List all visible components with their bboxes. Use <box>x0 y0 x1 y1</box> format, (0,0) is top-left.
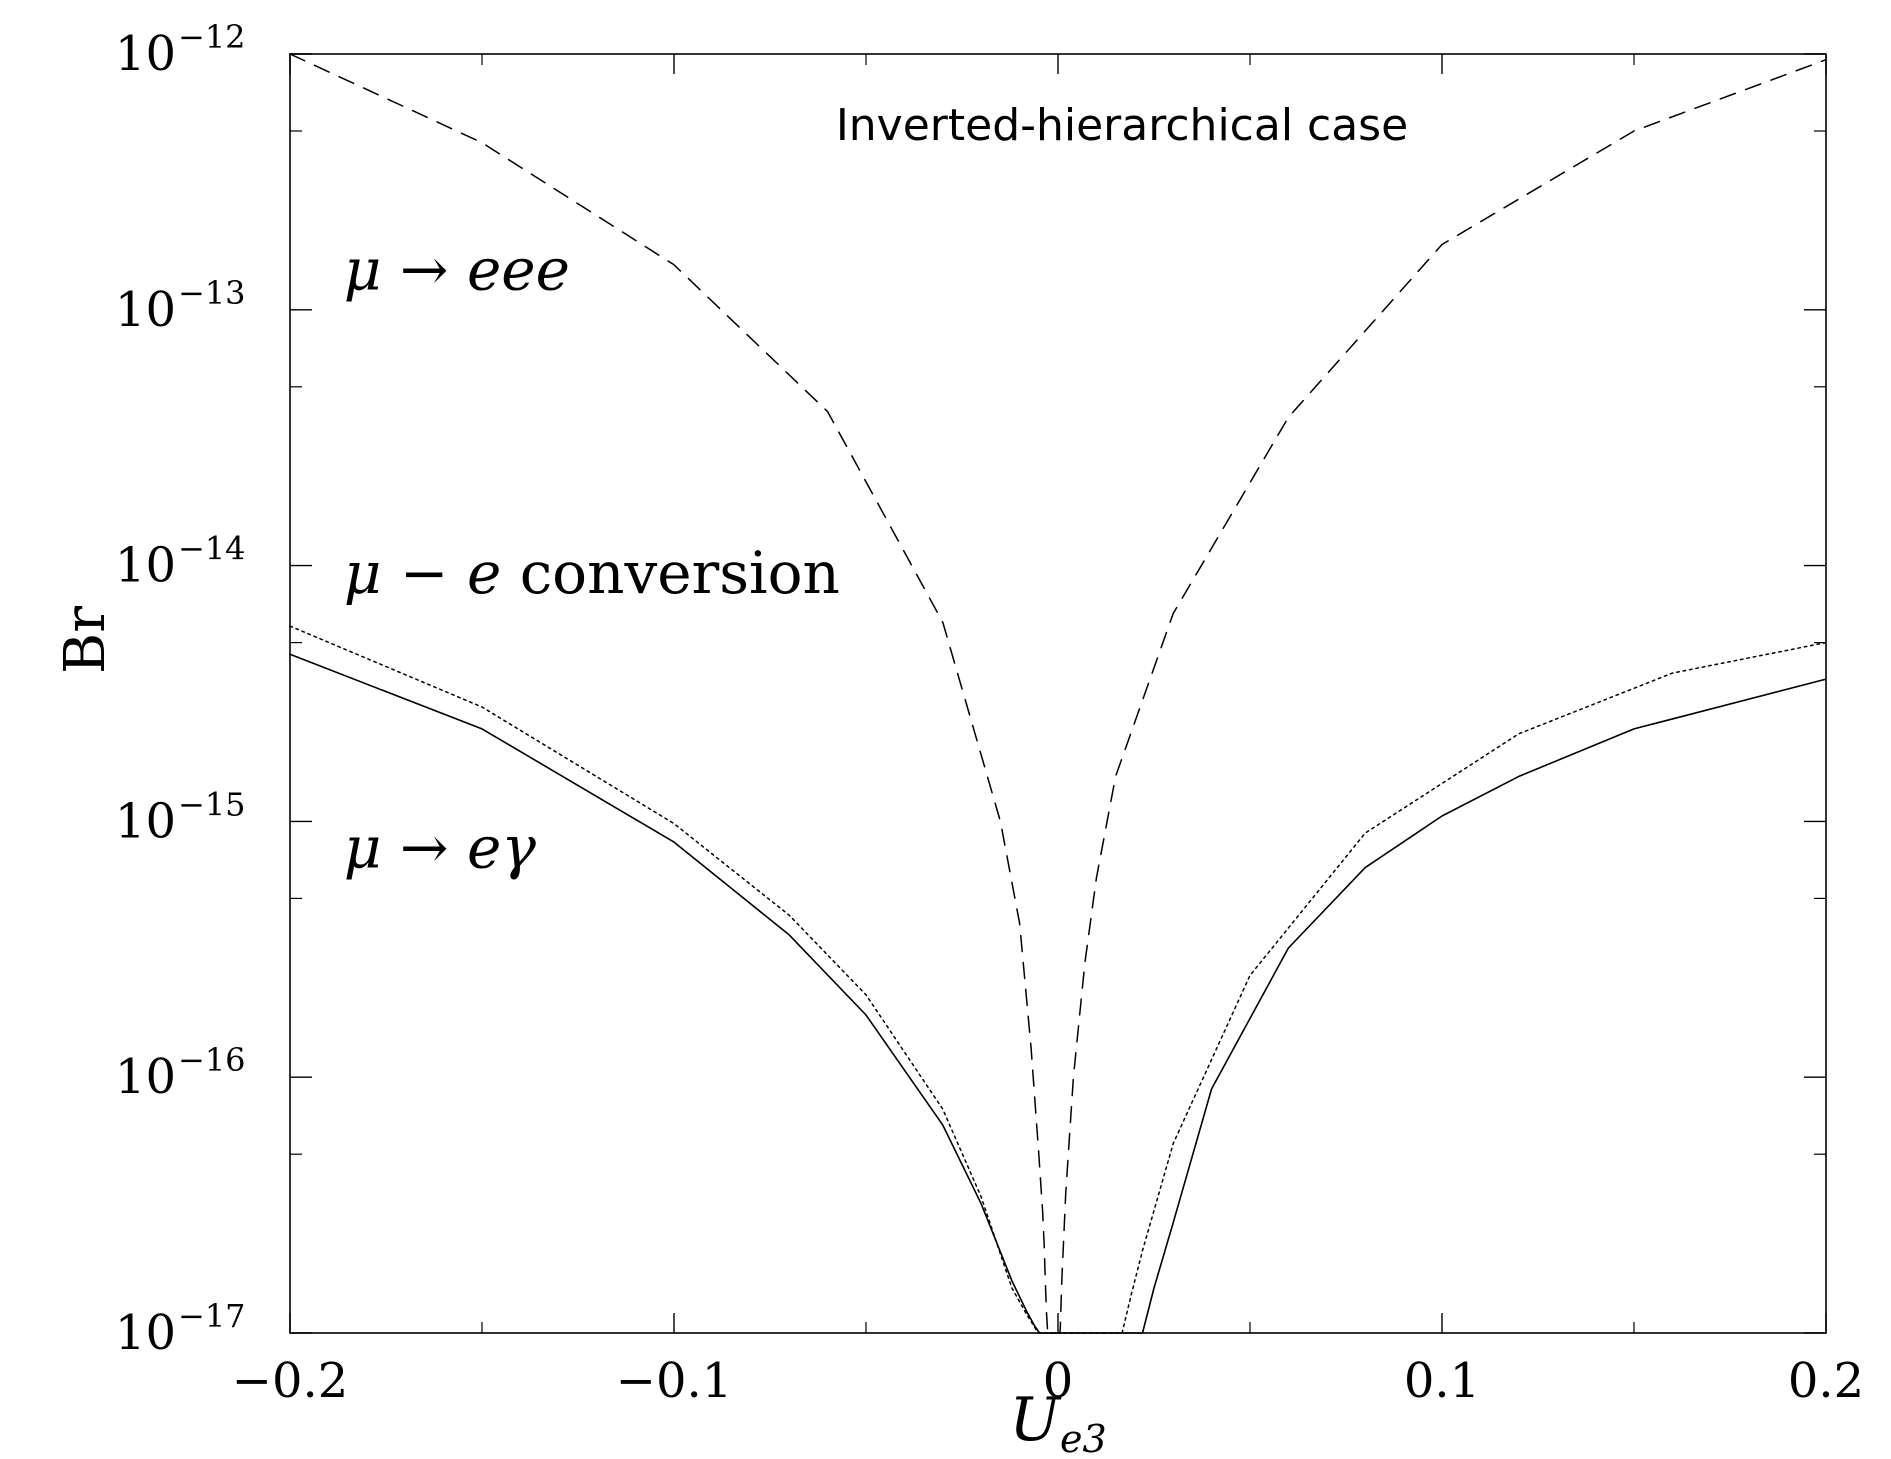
series-dashed-line <box>289 53 1827 1334</box>
plot-frame <box>289 53 1827 1334</box>
x-tick-label: 0 <box>1043 1353 1074 1409</box>
annotation-suffix: conversion <box>501 539 840 607</box>
annotation-operator: − <box>381 539 466 607</box>
chart-title: Inverted-hierarchical case <box>836 100 1408 151</box>
y-tick-label-base: 10 <box>115 538 176 594</box>
y-tick-label-exponent: −14 <box>178 530 246 568</box>
y-tick-label-exponent: −17 <box>178 1297 246 1335</box>
x-tick-labels: −0.2 −0.1 0 0.1 0.2 <box>232 1353 1864 1409</box>
annotation-products: eγ <box>467 814 536 882</box>
x-tick-label: 0.1 <box>1404 1353 1480 1409</box>
y-tick-label-base: 10 <box>115 282 176 338</box>
annotation-products: eee <box>467 236 570 304</box>
x-tick-label: −0.2 <box>232 1353 349 1409</box>
curve-annotation: μ → eee <box>344 236 570 304</box>
y-tick-label: 10 <box>115 793 176 849</box>
y-tick-label-base: 10 <box>115 26 176 82</box>
x-axis-title: Ue3 <box>1009 1385 1106 1459</box>
y-tick-label-exponent: −13 <box>178 274 246 312</box>
annotation-products: e <box>467 539 501 607</box>
annotation-operator: → <box>381 236 466 304</box>
y-tick-label: 10 <box>115 1049 176 1105</box>
y-tick-label-exponent: −15 <box>178 785 246 823</box>
series-dotted-line <box>289 625 1827 1334</box>
curve-annotation: μ → eγ <box>344 814 537 882</box>
annotation-particle: μ <box>344 539 382 607</box>
x-axis-title-main: U <box>1009 1385 1062 1455</box>
y-axis-title: Br <box>53 606 118 674</box>
y-tick-label-base: 10 <box>115 1049 176 1105</box>
y-tick-label: 10 <box>115 26 176 82</box>
x-axis-title-sub: e3 <box>1060 1417 1107 1459</box>
y-tick-label: 10 <box>115 1305 176 1361</box>
x-tick-label: 0.2 <box>1788 1353 1864 1409</box>
y-tick-label-exponent: −12 <box>178 18 246 56</box>
annotation-particle: μ <box>344 236 382 304</box>
y-tick-label-exponent: −16 <box>178 1041 246 1079</box>
y-tick-label-base: 10 <box>115 793 176 849</box>
curve-annotation: μ − e conversion <box>344 539 840 607</box>
y-tick-label-base: 10 <box>115 1305 176 1361</box>
annotation-operator: → <box>381 814 466 882</box>
x-tick-label: −0.1 <box>616 1353 733 1409</box>
annotation-particle: μ <box>344 814 382 882</box>
y-tick-label: 10 <box>115 538 176 594</box>
y-tick-label: 10 <box>115 282 176 338</box>
